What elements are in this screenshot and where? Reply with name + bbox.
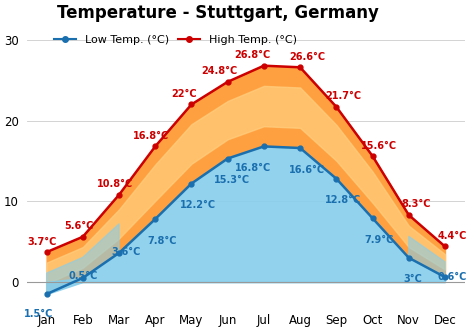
Text: 8.3°C: 8.3°C [401, 200, 430, 210]
Text: 16.8°C: 16.8°C [235, 163, 271, 173]
Text: 22°C: 22°C [172, 89, 197, 99]
Text: 16.8°C: 16.8°C [133, 131, 169, 141]
Text: 1.5°C: 1.5°C [24, 309, 53, 319]
Text: 4.4°C: 4.4°C [437, 231, 466, 241]
Text: 16.6°C: 16.6°C [289, 165, 325, 175]
Text: 15.3°C: 15.3°C [214, 175, 250, 185]
Text: Temperature - Stuttgart, Germany: Temperature - Stuttgart, Germany [57, 4, 379, 22]
Text: 10.8°C: 10.8°C [97, 179, 133, 189]
Text: 26.6°C: 26.6°C [289, 52, 325, 62]
Text: 15.6°C: 15.6°C [362, 141, 398, 151]
Text: 3.7°C: 3.7°C [28, 237, 57, 247]
Text: 21.7°C: 21.7°C [325, 91, 361, 101]
Text: 24.8°C: 24.8°C [201, 66, 237, 76]
Text: 0.6°C: 0.6°C [437, 271, 466, 282]
Text: 26.8°C: 26.8°C [235, 50, 271, 60]
Text: 12.2°C: 12.2°C [180, 200, 217, 210]
Text: 3°C: 3°C [403, 274, 422, 284]
Text: 12.8°C: 12.8°C [325, 195, 361, 205]
Text: 7.9°C: 7.9°C [365, 235, 394, 245]
Text: 0.5°C: 0.5°C [68, 271, 98, 281]
Text: 3.6°C: 3.6°C [111, 247, 141, 258]
Legend: Low Temp. (°C), High Temp. (°C): Low Temp. (°C), High Temp. (°C) [54, 35, 297, 45]
Text: 5.6°C: 5.6°C [64, 221, 93, 231]
Text: 7.8°C: 7.8°C [147, 236, 177, 246]
